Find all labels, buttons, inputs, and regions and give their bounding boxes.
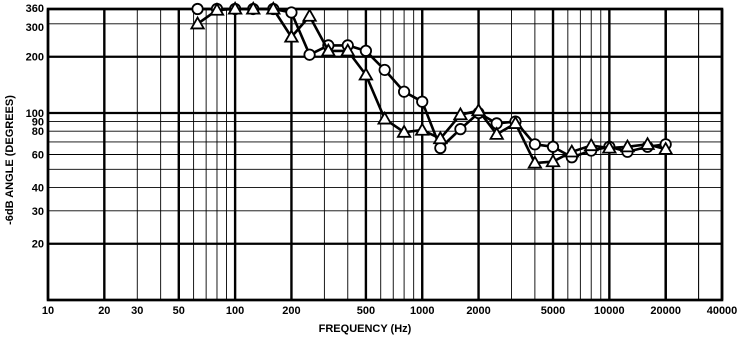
circle-marker bbox=[285, 6, 298, 19]
circle-marker bbox=[378, 63, 391, 77]
circle-marker bbox=[359, 44, 373, 57]
circle-marker bbox=[416, 95, 429, 108]
y-tick-label: 30 bbox=[32, 206, 44, 218]
x-tick-label: 500 bbox=[357, 305, 375, 317]
triangle-marker bbox=[657, 141, 674, 155]
triangle-marker bbox=[432, 130, 449, 145]
triangle-marker bbox=[209, 2, 225, 16]
y-tick-label: 360 bbox=[26, 3, 44, 15]
y-tick-label: 90 bbox=[32, 117, 44, 129]
triangle-marker bbox=[601, 139, 618, 154]
triangle-marker bbox=[340, 42, 356, 57]
circle-marker bbox=[397, 85, 411, 98]
x-tick-label: 10000 bbox=[594, 305, 625, 317]
triangle-marker bbox=[452, 106, 469, 121]
circle-marker bbox=[454, 123, 467, 136]
x-tick-label: 10 bbox=[42, 305, 54, 317]
y-tick-label: 40 bbox=[32, 182, 44, 194]
x-tick-label: 100 bbox=[226, 305, 244, 317]
x-tick-label: 1000 bbox=[410, 305, 434, 317]
triangle-marker bbox=[376, 110, 393, 125]
grid-layer bbox=[46, 7, 724, 302]
circle-marker bbox=[528, 138, 541, 151]
triangle-marker bbox=[488, 126, 505, 140]
x-tick-label: 20 bbox=[98, 305, 110, 317]
y-axis-title: -6dB ANGLE (DEGREES) bbox=[4, 95, 16, 225]
triangle-marker bbox=[301, 8, 318, 22]
y-tick-label: 20 bbox=[32, 239, 44, 251]
triangle-marker bbox=[545, 153, 561, 168]
triangle-marker bbox=[227, 0, 243, 15]
triangle-marker bbox=[507, 115, 524, 129]
triangle-marker bbox=[358, 66, 374, 81]
triangle-marker bbox=[470, 102, 487, 117]
triangle-marker bbox=[189, 15, 206, 30]
y-tick-label: 200 bbox=[26, 52, 44, 64]
triangle-marker bbox=[245, 0, 261, 15]
y-tick-label: 300 bbox=[26, 22, 44, 34]
y-tick-label: 80 bbox=[32, 126, 44, 138]
triangle-marker bbox=[527, 155, 543, 169]
x-tick-label: 40000 bbox=[707, 305, 738, 317]
triangle-marker bbox=[583, 137, 599, 152]
triangle-marker bbox=[619, 138, 636, 153]
series-layer bbox=[189, 0, 674, 169]
y-tick-label: 100 bbox=[26, 108, 44, 120]
triangle-marker bbox=[396, 124, 412, 138]
triangle-marker bbox=[414, 122, 430, 136]
series-circle bbox=[191, 2, 672, 164]
triangle-marker bbox=[639, 136, 656, 150]
triangle-marker bbox=[564, 143, 580, 158]
x-tick-label: 5000 bbox=[541, 305, 565, 317]
series-triangle bbox=[189, 0, 674, 169]
triangle-marker bbox=[283, 28, 300, 43]
x-tick-label: 200 bbox=[282, 305, 300, 317]
x-tick-label: 2000 bbox=[466, 305, 490, 317]
y-tick-label: 60 bbox=[32, 150, 44, 162]
x-tick-label: 20000 bbox=[650, 305, 681, 317]
circle-marker bbox=[191, 2, 204, 16]
labels-layer: 10 20 30 50 100 200 500 1000 2000 5000 10000 20000 4… bbox=[26, 3, 738, 317]
circle-marker bbox=[303, 48, 316, 61]
circle-marker bbox=[434, 141, 447, 155]
x-axis-title: FREQUENCY (Hz) bbox=[319, 323, 412, 335]
circle-marker bbox=[546, 140, 560, 153]
plot-frame bbox=[46, 7, 724, 302]
x-tick-label: 30 bbox=[131, 305, 143, 317]
series-line bbox=[196, 7, 667, 165]
triangle-marker bbox=[265, 0, 282, 15]
x-tick-label: 50 bbox=[173, 305, 185, 317]
triangle-marker bbox=[320, 42, 337, 57]
